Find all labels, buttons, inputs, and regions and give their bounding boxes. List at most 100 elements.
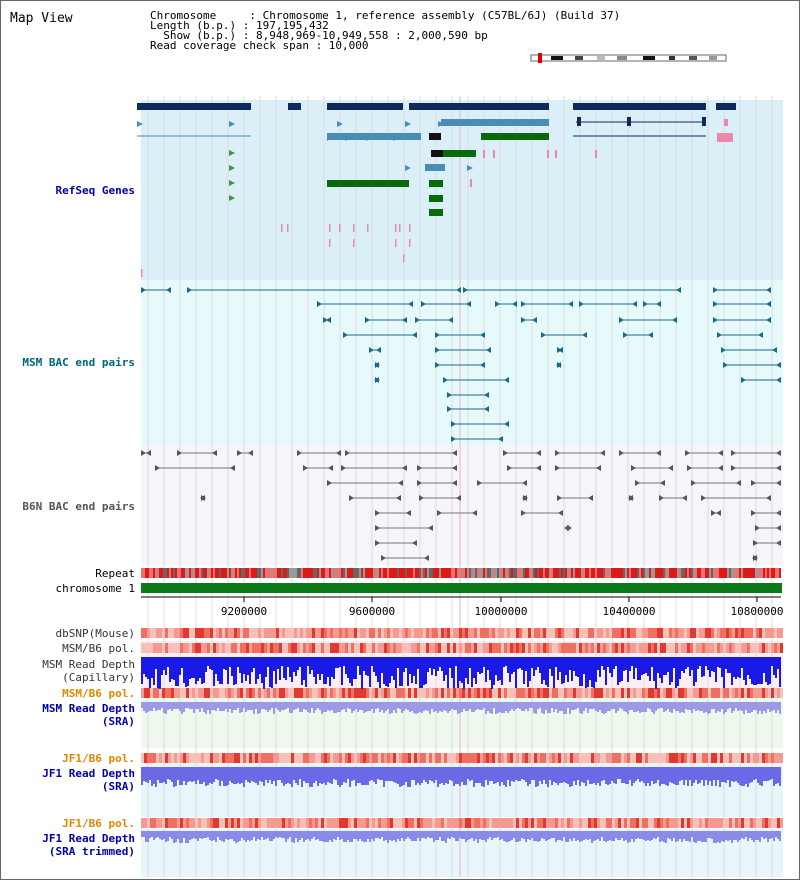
bac-end-marker [472,510,477,516]
track-label-jf1-read-depth-sra[interactable]: JF1 Read Depth [42,767,135,780]
polymorphism-cell [591,753,594,763]
ideogram-band [597,56,605,60]
read-depth-bar [741,767,743,786]
polymorphism-cell [684,643,687,653]
read-depth-bar [663,702,665,712]
read-depth-bar [699,657,701,666]
track-label-msm-b6-pol[interactable]: MSM/B6 pol. [62,642,135,655]
read-depth-bar [427,767,429,784]
polymorphism-cell [684,688,687,698]
read-depth-bar [179,831,181,843]
read-depth-bar [675,657,677,688]
track-label-chromosome[interactable]: chromosome 1 [55,582,135,595]
polymorphism-cell [249,643,252,653]
repeat-mark [327,568,329,578]
polymorphism-cell [264,753,267,763]
track-label-msm-read-depth-sra[interactable]: MSM Read Depth [42,702,135,715]
bac-end-marker [248,450,253,456]
gene-exon [327,133,421,140]
bac-end-marker [522,480,527,486]
read-depth-bar [371,702,373,709]
polymorphism-cell [225,753,228,763]
read-depth-bar [225,831,227,839]
repeat-mark [251,568,253,578]
read-depth-bar [251,767,253,781]
polymorphism-cell [654,688,657,698]
repeat-mark [453,568,455,578]
track-label-msm-read-depth-capillary[interactable]: MSM Read Depth [42,658,135,671]
read-depth-bar [181,831,183,843]
polymorphism-cell [249,818,252,828]
repeat-mark [705,568,707,578]
repeat-mark [461,568,463,578]
polymorphism-cell [273,818,276,828]
read-depth-bar [267,657,269,667]
read-depth-bar [209,702,211,714]
polymorphism-cell [252,818,255,828]
track-label-msm-bac[interactable]: MSM BAC end pairs [22,356,135,369]
read-depth-bar [257,767,259,785]
read-depth-bar [495,702,497,714]
read-depth-bar [441,767,443,783]
read-depth-bar [437,657,439,671]
read-depth-bar [315,657,317,684]
polymorphism-cell [483,643,486,653]
polymorphism-cell [240,818,243,828]
read-depth-bar [253,657,255,668]
repeat-mark [367,568,369,578]
polymorphism-cell [576,688,579,698]
polymorphism-cell [483,688,486,698]
polymorphism-cell [456,643,459,653]
polymorphism-cell [270,753,273,763]
track-label-jf1-sra: (SRA) [101,780,135,793]
track-label-jf1-b6-pol[interactable]: JF1/B6 pol. [62,752,135,765]
read-depth-bar [661,657,663,683]
read-depth-bar [221,767,223,781]
polymorphism-cell [690,643,693,653]
read-depth-bar [479,702,481,710]
repeat-mark [631,568,633,578]
read-depth-bar [485,702,487,714]
read-depth-bar [217,767,219,780]
track-label-repeat[interactable]: Repeat [95,567,135,580]
read-depth-bar [237,831,239,842]
read-depth-bar [411,657,413,683]
track-label-jf1-read-depth-trimmed[interactable]: JF1 Read Depth [42,832,135,845]
polymorphism-cell [696,818,699,828]
track-label-b6n-bac[interactable]: B6N BAC end pairs [22,500,135,513]
read-depth-bar [691,657,693,670]
track-label-jf1-b6-pol-trimmed[interactable]: JF1/B6 pol. [62,817,135,830]
polymorphism-cell [759,753,762,763]
polymorphism-cell [396,753,399,763]
polymorphism-cell [378,628,381,638]
repeat-mark [523,568,525,578]
polymorphism-cell [390,643,393,653]
polymorphism-cell [288,753,291,763]
read-depth-bar [459,657,461,681]
read-depth-bar [771,831,773,838]
read-depth-bar [257,702,259,714]
read-depth-bar [253,702,255,714]
polymorphism-cell [765,628,768,638]
repeat-mark [759,568,761,578]
track-label-refseq-genes[interactable]: RefSeq Genes [55,184,135,197]
read-depth-bar [455,657,457,666]
bac-end-marker [776,377,781,383]
read-depth-bar [537,767,539,786]
read-depth-bar [603,657,605,670]
polymorphism-cell [324,688,327,698]
read-depth-bar [529,831,531,840]
polymorphism-cell [447,643,450,653]
read-depth-bar [397,831,399,839]
repeat-mark [579,568,581,578]
read-depth-bar [217,657,219,681]
repeat-mark [745,568,747,578]
repeat-mark [363,568,365,578]
polymorphism-cell [441,688,444,698]
track-label-dbsnp[interactable]: dbSNP(Mouse) [55,627,135,640]
polymorphism-cell [615,688,618,698]
repeat-mark [353,568,355,578]
track-label-msm-b6-pol-sra[interactable]: MSM/B6 pol. [62,687,135,700]
repeat-mark [647,568,649,578]
